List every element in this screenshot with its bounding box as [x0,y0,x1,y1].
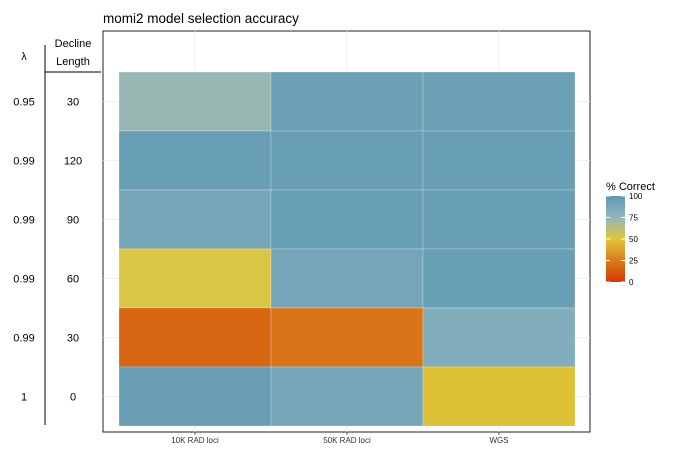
lambda-label: 1 [21,392,27,404]
lambda-label: 0.99 [13,215,34,227]
legend-tick-label: 100 [629,192,643,201]
heatmap-cell [118,366,272,427]
heatmap-cell [118,248,272,309]
decline-length-label: 0 [70,392,76,404]
heatmap-cell [422,366,576,427]
heatmap-cell [270,130,424,191]
chart-title: momi2 model selection accuracy [103,11,299,26]
x-tick-label: 10K RAD loci [171,436,219,445]
lambda-label: 0.99 [13,156,34,168]
row-labels: 0.95 30 0.99 120 0.99 90 0.99 60 0.99 30 1 0 [13,97,82,404]
decline-length-label: 30 [67,333,79,345]
heatmap-cell [422,130,576,191]
decline-length-label: 60 [67,274,79,286]
heatmap-cell [118,189,272,250]
legend-colorbar [606,196,625,282]
legend-ticks: 0 25 50 75 100 [606,192,643,287]
heatmap-cell [270,366,424,427]
heatmap-cell [118,71,272,132]
heatmap-cell [422,307,576,368]
x-tick-label: 50K RAD loci [323,436,371,445]
decline-length-label: 30 [67,97,79,109]
heatmap-cell [422,71,576,132]
lambda-label: 0.95 [13,97,34,109]
decline-header-line2: Length [56,56,90,68]
heatmap-cell [118,130,272,191]
legend-title: % Correct [606,181,655,193]
x-axis-ticks: 10K RAD loci 50K RAD loci WGS [171,432,509,445]
heatmap-cell [118,307,272,368]
legend-tick-label: 50 [629,235,638,244]
lambda-label: 0.99 [13,274,34,286]
heatmap-cell [422,248,576,309]
decline-header-line1: Decline [55,38,92,50]
heatmap-cell [270,248,424,309]
decline-length-label: 120 [64,156,82,168]
decline-length-label: 90 [67,215,79,227]
heatmap-cell [270,71,424,132]
heatmap-cell [270,307,424,368]
lambda-header: λ [21,51,27,63]
x-tick-label: WGS [489,436,508,445]
legend-tick-label: 25 [629,257,638,266]
legend-tick-label: 75 [629,214,638,223]
heatmap-cell [422,189,576,250]
legend-tick-label: 0 [629,278,634,287]
heatmap-cell [270,189,424,250]
lambda-label: 0.99 [13,333,34,345]
heatmap-cells [118,71,576,427]
